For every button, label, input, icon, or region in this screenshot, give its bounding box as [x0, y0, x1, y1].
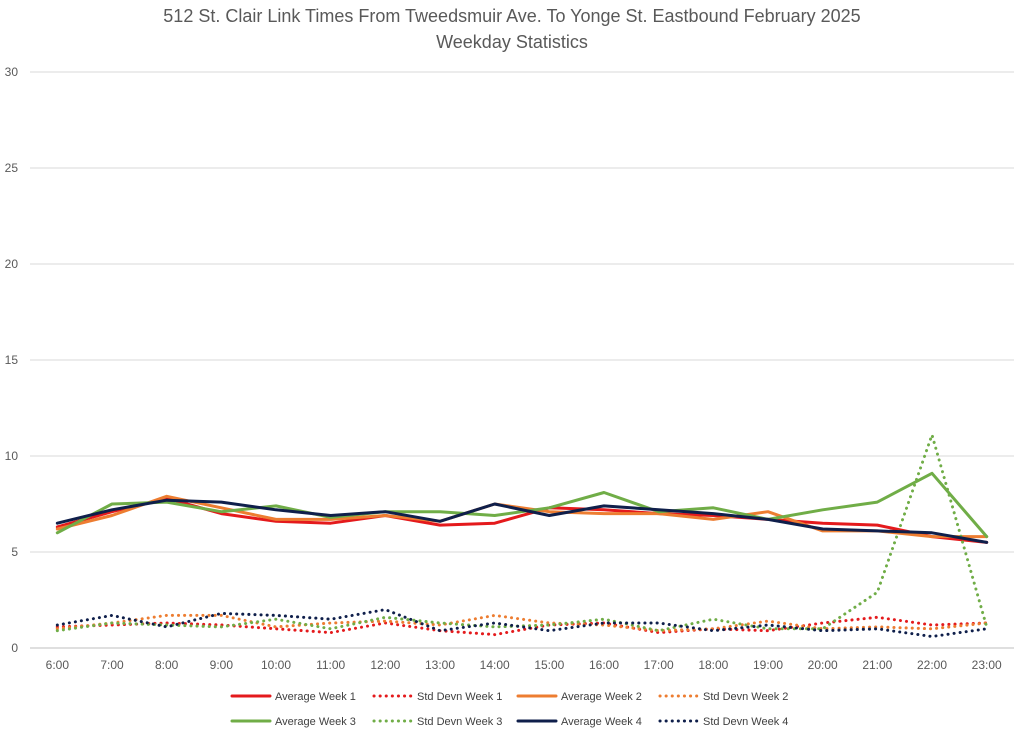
legend-item: Average Week 4	[516, 716, 642, 728]
series-lines	[55, 433, 989, 638]
legend-label: Std Devn Week 4	[703, 716, 788, 728]
y-tick-label: 10	[5, 449, 19, 463]
y-tick-label: 30	[5, 65, 19, 79]
series-line-average-week-4	[55, 498, 989, 544]
x-tick-label: 19:00	[753, 658, 783, 672]
x-tick-label: 20:00	[808, 658, 838, 672]
x-tick-label: 16:00	[589, 658, 619, 672]
legend-item: Average Week 2	[516, 691, 642, 703]
legend-label: Average Week 3	[275, 716, 356, 728]
series-line-std-devn-week-2	[55, 613, 989, 633]
legend-item: Std Devn Week 3	[372, 716, 502, 728]
x-tick-label: 10:00	[261, 658, 291, 672]
x-tick-label: 17:00	[644, 658, 674, 672]
legend-label: Average Week 1	[275, 691, 356, 703]
gridlines	[30, 71, 1014, 649]
chart-subtitle: Weekday Statistics	[436, 32, 588, 52]
y-axis-ticks: 0 5 10 15 20 25 30	[5, 65, 19, 655]
legend-label: Average Week 2	[561, 691, 642, 703]
y-tick-label: 20	[5, 257, 19, 271]
x-tick-label: 21:00	[862, 658, 892, 672]
series-line-average-week-3	[55, 471, 989, 539]
x-tick-label: 6:00	[46, 658, 70, 672]
y-tick-label: 0	[11, 641, 18, 655]
x-axis-ticks: 6:00 7:00 8:00 9:00 10:00 11:00 12:00 13:00 14:0…	[46, 658, 1002, 672]
y-tick-label: 15	[5, 353, 19, 367]
series-line-std-devn-week-4	[55, 608, 989, 638]
legend: Average Week 1 Std Devn Week 1 Average Wee…	[230, 691, 788, 728]
x-tick-label: 15:00	[534, 658, 564, 672]
legend-label: Average Week 4	[561, 716, 642, 728]
legend-item: Average Week 1	[230, 691, 356, 703]
x-tick-label: 13:00	[425, 658, 455, 672]
y-tick-label: 5	[11, 545, 18, 559]
x-tick-label: 22:00	[917, 658, 947, 672]
x-tick-label: 23:00	[972, 658, 1002, 672]
legend-label: Std Devn Week 3	[417, 716, 502, 728]
x-tick-label: 8:00	[155, 658, 179, 672]
x-tick-label: 12:00	[370, 658, 400, 672]
x-tick-label: 9:00	[210, 658, 234, 672]
chart-title: 512 St. Clair Link Times From Tweedsmuir…	[163, 6, 860, 26]
x-tick-label: 18:00	[698, 658, 728, 672]
series-line-average-week-2	[55, 494, 989, 539]
legend-item: Std Devn Week 4	[658, 716, 788, 728]
legend-item: Average Week 3	[230, 716, 356, 728]
legend-item: Std Devn Week 2	[658, 691, 788, 703]
x-tick-label: 11:00	[316, 658, 345, 672]
y-tick-label: 25	[5, 161, 19, 175]
legend-item: Std Devn Week 1	[372, 691, 502, 703]
x-tick-label: 7:00	[100, 658, 124, 672]
legend-label: Std Devn Week 1	[417, 691, 502, 703]
series-line-std-devn-week-3	[55, 433, 989, 633]
legend-label: Std Devn Week 2	[703, 691, 788, 703]
x-tick-label: 14:00	[480, 658, 510, 672]
